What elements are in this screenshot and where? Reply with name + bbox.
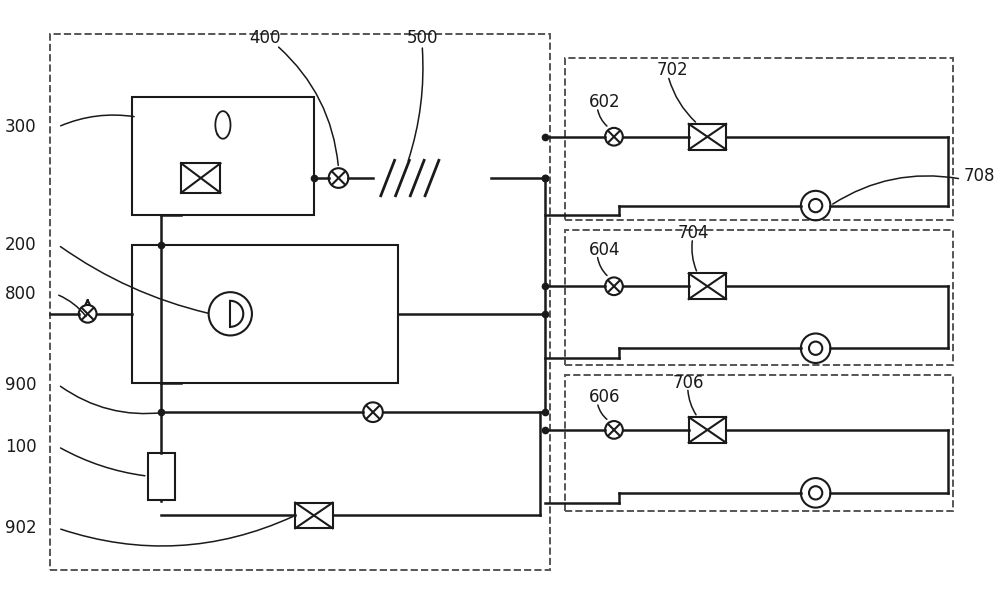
Text: 200: 200 [5, 236, 36, 254]
Bar [148, 452, 175, 500]
Text: 704: 704 [678, 224, 709, 242]
Text: 500: 500 [406, 30, 438, 47]
Bar [565, 230, 953, 365]
Text: 902: 902 [5, 519, 36, 538]
Text: 604: 604 [589, 241, 621, 259]
Text: 100: 100 [5, 438, 36, 455]
Text: 706: 706 [673, 374, 704, 391]
Bar [132, 97, 314, 216]
Bar [295, 503, 333, 528]
Text: 702: 702 [656, 61, 688, 79]
Text: 708: 708 [963, 167, 995, 185]
Bar [565, 375, 953, 510]
Bar [689, 417, 726, 443]
Text: 300: 300 [5, 118, 36, 136]
Bar [181, 163, 220, 193]
Bar [689, 124, 726, 150]
Bar [132, 245, 398, 383]
Bar [50, 34, 550, 570]
Text: 900: 900 [5, 376, 36, 394]
Bar [565, 58, 953, 220]
Bar [689, 274, 726, 299]
Text: 606: 606 [589, 388, 621, 406]
Text: 602: 602 [589, 93, 621, 111]
Text: 800: 800 [5, 285, 36, 303]
Text: 400: 400 [249, 30, 280, 47]
